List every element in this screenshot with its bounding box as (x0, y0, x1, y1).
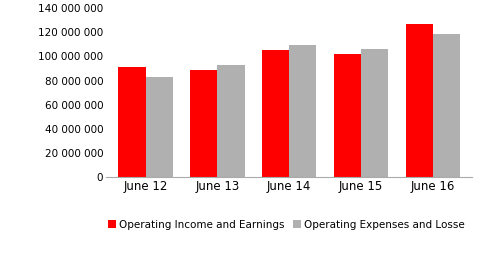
Bar (190, 70, 217, 177)
Bar (334, 54, 361, 177)
Bar (289, 45, 317, 177)
Legend: Operating Income and Earnings, Operating Expenses and Losse: Operating Income and Earnings, Operating… (107, 220, 465, 230)
Bar (405, 23, 433, 177)
Bar (146, 77, 173, 177)
Bar (433, 34, 460, 177)
Bar (361, 49, 388, 177)
Bar (118, 67, 146, 177)
Bar (262, 50, 289, 177)
Bar (217, 65, 245, 177)
